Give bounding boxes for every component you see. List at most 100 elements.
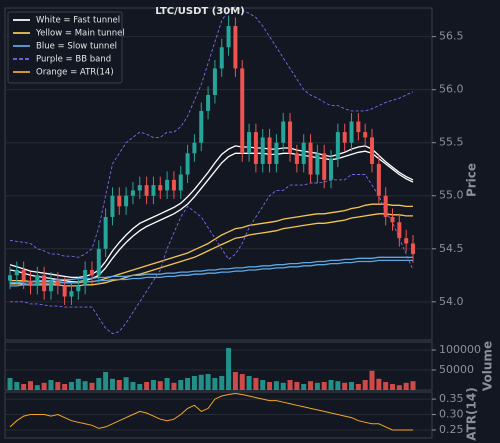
y-tick-label: 54.5 [439, 242, 464, 255]
candle-body [83, 269, 88, 286]
candle-body [178, 174, 183, 191]
candle-body [411, 243, 415, 255]
candle-body [117, 195, 122, 207]
indicator-line [10, 259, 413, 287]
volume-bar [205, 374, 211, 390]
volume-bar [232, 372, 238, 390]
candle-body [383, 195, 388, 217]
candle-body [370, 137, 375, 164]
volume-bar [390, 384, 396, 390]
volume-bar [342, 382, 348, 390]
legend-box [7, 11, 123, 84]
candle-body [158, 185, 163, 191]
volume-bar [75, 378, 81, 390]
indicator-line [9, 145, 414, 279]
candle-body [274, 142, 279, 164]
y-tick-label: 54.0 [439, 295, 464, 308]
volume-bar [96, 378, 102, 390]
chart-title: LTC/USDT (30M) [155, 6, 244, 17]
candle-body [42, 275, 47, 292]
candle-body [110, 195, 115, 217]
volume-bar [314, 382, 320, 390]
volume-bar [157, 381, 163, 390]
candle-body [212, 68, 217, 95]
candle-body [226, 26, 231, 48]
volume-bar [335, 381, 341, 390]
candle-body [294, 153, 299, 164]
candle-body [390, 216, 395, 223]
volume-bar [130, 382, 136, 390]
y-tick-label: 100000 [439, 343, 481, 356]
volume-bar [349, 382, 355, 390]
volume-bar [164, 378, 170, 390]
candle-body [185, 153, 190, 175]
volume-bar [376, 378, 382, 390]
volume-bar [178, 380, 184, 390]
volume-bar [369, 370, 375, 390]
candle-body [62, 285, 67, 297]
volume-bar [410, 381, 416, 390]
volume-bar [34, 385, 40, 390]
y-axis-label: ATR(14) [465, 387, 479, 440]
candle-body [376, 163, 381, 196]
candle-body [199, 110, 204, 143]
volume-bar [355, 384, 361, 390]
candle-body [48, 280, 53, 292]
candle-body [349, 121, 354, 143]
candle-body [55, 280, 60, 286]
candle-body [233, 26, 238, 69]
volume-bar [116, 380, 122, 390]
candle-body [342, 132, 347, 143]
volume-bar [82, 381, 88, 390]
volume-bar [253, 378, 259, 390]
volume-bar [48, 380, 54, 390]
indicator-line [10, 203, 413, 284]
candle-body [35, 275, 40, 286]
volume-bar [62, 384, 68, 390]
volume-bar [328, 380, 334, 390]
candle-body [130, 190, 135, 196]
legend-label: Blue = Slow tunnel [36, 42, 117, 52]
volume-bar [171, 382, 177, 390]
indicator-line [9, 6, 414, 258]
candle-body [14, 269, 19, 276]
volume-bar [68, 382, 74, 390]
y-tick-label: 0.25 [439, 423, 464, 436]
volume-bar [403, 382, 409, 390]
candle-body [335, 132, 340, 159]
candle-body [308, 142, 313, 175]
y-tick-label: 56.0 [439, 83, 464, 96]
panel-frame [4, 7, 433, 341]
volume-bar [294, 382, 300, 390]
candle-body [171, 179, 176, 191]
volume-bar [7, 378, 13, 390]
volume-bar [21, 384, 27, 390]
volume-bar [260, 380, 266, 390]
candle-body [260, 137, 265, 164]
candle-body [144, 185, 149, 196]
volume-bar [144, 382, 150, 390]
y-tick-label: 50000 [439, 363, 474, 376]
volume-bar [89, 382, 95, 390]
plot-layer: 54.0 54.5 55.0 55.5 56.0 56.5 Price 50000 100000… [4, 6, 495, 441]
y-tick-label: 0.35 [439, 392, 464, 405]
candle-body [329, 158, 334, 180]
candle-body [315, 153, 320, 175]
volume-bar [308, 381, 314, 390]
volume-bar [321, 382, 327, 390]
y-tick-label: 56.5 [439, 30, 464, 43]
volume-bar [198, 374, 204, 390]
volume-bar [219, 376, 225, 390]
candle-body [240, 68, 245, 154]
volume-bar [14, 382, 20, 390]
candle-body [363, 132, 368, 138]
candle-body [192, 142, 197, 154]
candle-body [206, 94, 211, 111]
candle-body [89, 269, 94, 276]
volume-bar [287, 380, 293, 390]
candle-body [28, 280, 33, 286]
y-axis-label: Volume [481, 341, 495, 391]
candle-body [253, 132, 258, 164]
candle-body [219, 47, 224, 69]
